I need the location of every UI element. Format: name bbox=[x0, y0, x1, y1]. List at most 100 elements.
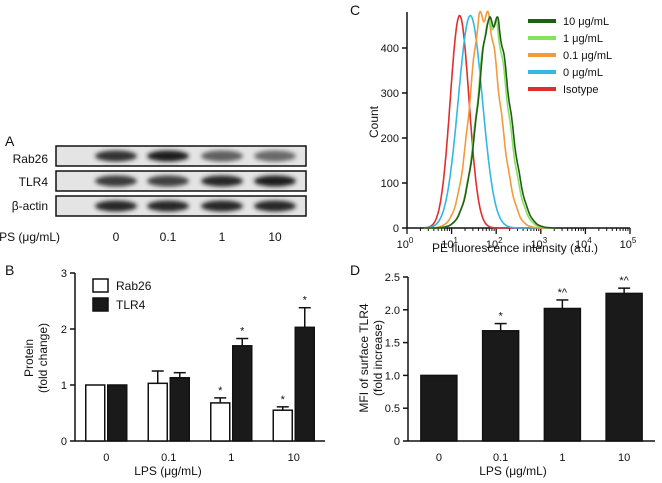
western-blot: Rab26 TLR4 β-actin LPS (μg/mL) 0 0.1 1 1… bbox=[0, 145, 307, 244]
axis-label-line: (fold increase) bbox=[371, 320, 385, 396]
blot-strip-rab26 bbox=[55, 145, 307, 167]
blot-band bbox=[147, 200, 189, 212]
blot-band bbox=[201, 175, 243, 187]
blot-band bbox=[201, 150, 243, 162]
bar-rab26-0-1 bbox=[147, 382, 168, 442]
bar-tlr4-1 bbox=[232, 345, 253, 442]
blot-band bbox=[201, 200, 243, 212]
blot-band bbox=[147, 175, 189, 187]
bar-mfi-0-1 bbox=[481, 330, 520, 442]
x-tick-exponent: 0 bbox=[409, 236, 414, 245]
y-tick-label: 2.5 bbox=[385, 272, 400, 284]
blot-xaxis-label: LPS (μg/mL) bbox=[0, 230, 60, 244]
bar-tlr4-0-1 bbox=[169, 376, 190, 442]
y-tick-label: 1.5 bbox=[385, 338, 400, 350]
bar-tlr4-10 bbox=[294, 326, 315, 442]
panel-letter-a: A bbox=[5, 133, 15, 149]
x-tick-label: 1 bbox=[559, 452, 565, 464]
significance-marker: * bbox=[240, 326, 245, 338]
chart-b-legend: Rab26 TLR4 bbox=[92, 278, 152, 312]
histogram-10-g-ml bbox=[424, 15, 555, 229]
y-tick-label: 100 bbox=[381, 178, 399, 190]
bar-tlr4-0 bbox=[107, 384, 128, 442]
blot-lane-label: 0.1 bbox=[160, 230, 177, 244]
bar-rab26-0 bbox=[85, 384, 106, 442]
y-tick-label: 2.0 bbox=[385, 305, 400, 317]
chart-c-xlabel: PE fluorescence intensity (a.u.) bbox=[432, 241, 598, 255]
chart-d-ylabel: MFI of surface TLR4(fold increase) bbox=[357, 303, 385, 412]
blot-band bbox=[254, 150, 296, 162]
chart-c-legend: 10 μg/mL 1 μg/mL 0.1 μg/mL 0 μg/mL Isotype bbox=[528, 16, 612, 96]
x-tick-label: 100 bbox=[397, 236, 414, 251]
blot-label-tlr4: TLR4 bbox=[19, 175, 49, 189]
significance-marker: * bbox=[218, 385, 223, 397]
x-tick-base: 10 bbox=[575, 239, 587, 251]
blot-band bbox=[254, 175, 296, 187]
legend-label-rab26: Rab26 bbox=[116, 279, 152, 293]
legend-swatch-tlr4 bbox=[92, 297, 109, 312]
panel-letter-d: D bbox=[350, 262, 360, 278]
blot-label-beta-actin: β-actin bbox=[12, 199, 48, 213]
x-tick-base: 10 bbox=[486, 239, 498, 251]
blot-band bbox=[95, 200, 137, 212]
x-tick-label: 105 bbox=[620, 236, 637, 251]
significance-marker: * bbox=[281, 394, 286, 406]
x-tick-label: 10 bbox=[618, 452, 630, 464]
x-tick-base: 10 bbox=[441, 239, 453, 251]
y-tick-label: 0 bbox=[61, 436, 67, 448]
bar-mfi-1 bbox=[543, 307, 582, 442]
blot-band bbox=[147, 150, 189, 162]
blot-label-rab26: Rab26 bbox=[13, 152, 49, 166]
bar-mfi-10 bbox=[605, 292, 643, 442]
x-tick-exponent: 1 bbox=[453, 236, 458, 245]
y-tick-label: 0 bbox=[393, 223, 399, 235]
y-tick-label: 200 bbox=[381, 133, 399, 145]
x-tick-label: 0 bbox=[436, 452, 442, 464]
x-tick-base: 10 bbox=[397, 239, 409, 251]
blot-lane-label: 10 bbox=[268, 230, 282, 244]
significance-marker: *^ bbox=[558, 287, 568, 299]
x-tick-label: 0.1 bbox=[161, 452, 176, 464]
x-tick-label: 1 bbox=[228, 452, 234, 464]
x-tick-exponent: 5 bbox=[632, 236, 637, 245]
y-tick-label: 300 bbox=[381, 88, 399, 100]
y-tick-label: 0 bbox=[394, 436, 400, 448]
blot-strip-tlr4 bbox=[55, 170, 307, 192]
x-tick-base: 10 bbox=[530, 239, 542, 251]
chart-b: 0 1 2 3 0 0.1 1 * * 10 * * LPS (μg/mL) Protein(fold… bbox=[22, 268, 325, 478]
legend-swatch-rab26 bbox=[92, 278, 109, 293]
x-tick-exponent: 4 bbox=[587, 236, 592, 245]
legend-label-0-g-ml: 0 μg/mL bbox=[563, 67, 603, 79]
panel-letter-c: C bbox=[350, 2, 360, 18]
significance-marker: *^ bbox=[619, 275, 629, 287]
blot-band bbox=[95, 175, 137, 187]
histogram-0-g-ml bbox=[424, 14, 555, 229]
bar-rab26-10 bbox=[272, 409, 293, 442]
y-tick-label: 3 bbox=[61, 268, 67, 280]
x-tick-label: 103 bbox=[530, 236, 547, 251]
x-tick-label: 0 bbox=[103, 452, 109, 464]
chart-d: 0 0.5 1.0 1.5 2.0 2.5 0 0.1 * 1 *^ 10 *^ LPS (μg/mL)… bbox=[357, 272, 655, 478]
legend-label-0-1-g-ml: 0.1 μg/mL bbox=[563, 50, 612, 62]
legend-label-10-g-ml: 10 μg/mL bbox=[563, 16, 609, 28]
y-tick-label: 1.0 bbox=[385, 370, 400, 382]
histogram-1-g-ml bbox=[424, 18, 555, 229]
axis-label-line: MFI of surface TLR4 bbox=[357, 303, 371, 412]
legend-label-1-g-ml: 1 μg/mL bbox=[563, 33, 603, 45]
axis-label-line: Protein bbox=[22, 339, 36, 377]
chart-b-ylabel: Protein(fold change) bbox=[22, 323, 50, 393]
legend-label-isotype: Isotype bbox=[563, 84, 598, 96]
blot-lane-label: 0 bbox=[113, 230, 120, 244]
y-tick-label: 0.5 bbox=[385, 403, 400, 415]
blot-strip-actin bbox=[55, 195, 307, 217]
x-tick-label: 104 bbox=[575, 236, 592, 251]
histogram-isotype bbox=[424, 14, 555, 229]
chart-d-xlabel: LPS (μg/mL) bbox=[479, 464, 547, 478]
axis-label-line: (fold change) bbox=[36, 323, 50, 393]
x-tick-label: 101 bbox=[441, 236, 458, 251]
x-tick-exponent: 2 bbox=[498, 236, 503, 245]
blot-band bbox=[254, 200, 296, 212]
x-tick-label: 0.1 bbox=[493, 452, 508, 464]
